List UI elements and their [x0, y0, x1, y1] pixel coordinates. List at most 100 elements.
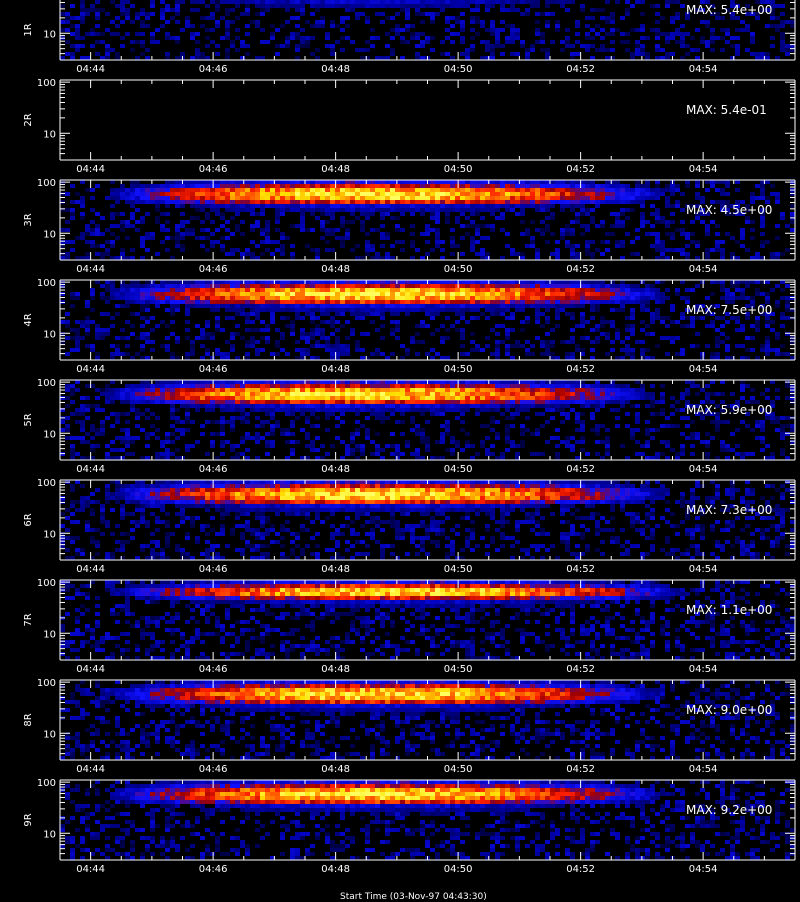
heatmap-cell — [740, 356, 745, 360]
heatmap-cell — [280, 308, 285, 312]
heatmap-cell — [215, 456, 220, 460]
heatmap-cell — [420, 184, 425, 188]
heatmap-cell — [160, 0, 165, 4]
heatmap-cell — [250, 388, 255, 392]
heatmap-cell — [485, 292, 490, 296]
heatmap-cell — [330, 196, 335, 200]
heatmap-cell — [505, 352, 510, 356]
heatmap-cell — [370, 28, 375, 32]
heatmap-cell — [520, 44, 525, 48]
heatmap-cell — [110, 240, 115, 244]
heatmap-cell — [225, 236, 230, 240]
heatmap-cell — [90, 288, 95, 292]
heatmap-cell — [450, 296, 455, 300]
heatmap-cell — [355, 256, 360, 260]
heatmap-cell — [475, 344, 480, 348]
heatmap-cell — [500, 8, 505, 12]
heatmap-cell — [295, 8, 300, 12]
heatmap-cell — [270, 444, 275, 448]
heatmap-cell — [220, 424, 225, 428]
heatmap-cell — [195, 296, 200, 300]
heatmap-cell — [210, 200, 215, 204]
heatmap-cell — [545, 348, 550, 352]
heatmap-cell — [420, 0, 425, 4]
heatmap-cell — [585, 320, 590, 324]
heatmap-cell — [255, 312, 260, 316]
heatmap-cell — [300, 428, 305, 432]
heatmap-cell — [175, 456, 180, 460]
heatmap-cell — [150, 40, 155, 44]
heatmap-cell — [195, 300, 200, 304]
heatmap-cell — [335, 200, 340, 204]
heatmap-cell — [165, 292, 170, 296]
heatmap-cell — [445, 356, 450, 360]
heatmap-cell — [375, 328, 380, 332]
heatmap-cell — [130, 192, 135, 196]
heatmap-cell — [465, 4, 470, 8]
heatmap-cell — [190, 24, 195, 28]
heatmap-cell — [625, 0, 630, 4]
heatmap-cell — [485, 224, 490, 228]
heatmap-cell — [250, 436, 255, 440]
heatmap-cell — [100, 428, 105, 432]
heatmap-cell — [410, 36, 415, 40]
heatmap-cell — [765, 320, 770, 324]
heatmap-cell — [215, 196, 220, 200]
heatmap-cell — [215, 304, 220, 308]
heatmap-cell — [385, 280, 390, 284]
heatmap-cell — [80, 216, 85, 220]
heatmap-cell — [70, 296, 75, 300]
heatmap-cell — [780, 32, 785, 36]
heatmap-cell — [760, 192, 765, 196]
heatmap-cell — [215, 4, 220, 8]
heatmap-cell — [335, 208, 340, 212]
heatmap-cell — [225, 284, 230, 288]
heatmap-cell — [70, 248, 75, 252]
heatmap-cell — [545, 4, 550, 8]
heatmap-cell — [260, 424, 265, 428]
heatmap-cell — [320, 200, 325, 204]
heatmap-cell — [345, 188, 350, 192]
heatmap-cell — [245, 180, 250, 184]
heatmap-cell — [65, 192, 70, 196]
heatmap-cell — [320, 456, 325, 460]
heatmap-cell — [460, 196, 465, 200]
heatmap-cell — [485, 196, 490, 200]
heatmap-cell — [135, 336, 140, 340]
heatmap-cell — [140, 300, 145, 304]
heatmap-cell — [345, 392, 350, 396]
heatmap-cell — [435, 204, 440, 208]
heatmap-cell — [75, 380, 80, 384]
heatmap-cell — [555, 20, 560, 24]
heatmap-cell — [175, 228, 180, 232]
heatmap-cell — [155, 396, 160, 400]
heatmap-cell — [375, 412, 380, 416]
heatmap-cell — [380, 288, 385, 292]
heatmap-cell — [95, 184, 100, 188]
heatmap-cell — [545, 340, 550, 344]
heatmap-cell — [335, 400, 340, 404]
heatmap-cell — [265, 200, 270, 204]
heatmap-cell — [705, 324, 710, 328]
heatmap-cell — [650, 316, 655, 320]
heatmap-cell — [135, 296, 140, 300]
heatmap-cell — [350, 388, 355, 392]
heatmap-cell — [150, 0, 155, 4]
heatmap-cell — [195, 180, 200, 184]
heatmap-cell — [420, 188, 425, 192]
heatmap-cell — [555, 252, 560, 256]
heatmap-cell — [125, 344, 130, 348]
heatmap-cell — [245, 252, 250, 256]
heatmap-cell — [210, 292, 215, 296]
heatmap-cell — [190, 216, 195, 220]
heatmap-cell — [370, 392, 375, 396]
heatmap-cell — [285, 44, 290, 48]
heatmap-cell — [595, 48, 600, 52]
heatmap-cell — [75, 44, 80, 48]
heatmap-cell — [745, 28, 750, 32]
heatmap-cell — [470, 316, 475, 320]
heatmap-cell — [290, 292, 295, 296]
heatmap-cell — [440, 256, 445, 260]
heatmap-cell — [570, 316, 575, 320]
heatmap-cell — [200, 0, 205, 4]
